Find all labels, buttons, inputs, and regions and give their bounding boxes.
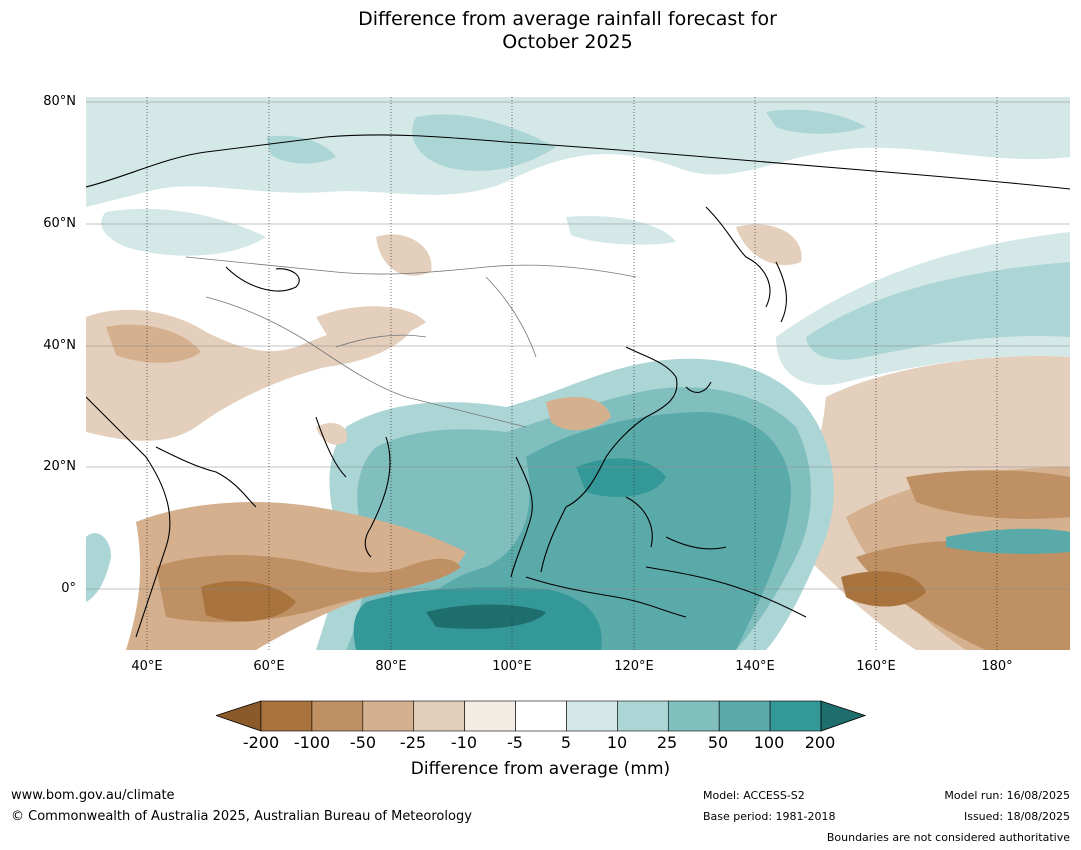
rainfall-map xyxy=(86,97,1070,650)
africa-dry-core xyxy=(201,581,296,622)
colorbar-tick-100: 100 xyxy=(753,733,785,752)
lon-label-40e: 40°E xyxy=(131,659,163,674)
colorbar-tick-50: 50 xyxy=(707,733,729,752)
tibet-dry xyxy=(316,306,426,344)
colorbar-boxes xyxy=(260,700,822,732)
country-borders xyxy=(185,256,637,428)
east-africa-wet xyxy=(86,533,111,602)
colorbar-over-arrow xyxy=(820,700,866,732)
colorbar-box xyxy=(260,700,313,732)
colorbar-box xyxy=(413,700,465,732)
lon-label-180: 180° xyxy=(981,659,1013,674)
central-asia-dry xyxy=(376,234,432,276)
colorbar-tick-m5: -5 xyxy=(507,733,523,752)
boundaries-disclaimer: Boundaries are not considered authoritat… xyxy=(826,831,1070,844)
lat-label-40n: 40°N xyxy=(43,338,76,353)
map-svg xyxy=(86,97,1070,650)
central-asia-wet-patch xyxy=(566,216,676,245)
east-siberia-dry-patch xyxy=(736,224,802,266)
title-line-2: October 2025 xyxy=(502,31,633,53)
middle-east-dry-core xyxy=(106,324,201,363)
title-line-1: Difference from average rainfall forecas… xyxy=(358,8,777,30)
coastlines xyxy=(86,134,1070,638)
lat-label-60n: 60°N xyxy=(43,216,76,231)
lon-label-140e: 140°E xyxy=(735,659,775,674)
model-run-text: Model run: 16/08/2025 xyxy=(944,789,1070,802)
copyright-text: © Commonwealth of Australia 2025, Austra… xyxy=(11,809,472,824)
model-text: Model: ACCESS-S2 xyxy=(703,789,805,802)
siberia-wet-patch xyxy=(101,208,267,256)
lon-label-80e: 80°E xyxy=(375,659,407,674)
colorbar-tick-m10: -10 xyxy=(450,733,478,752)
colorbar-tick-5: 5 xyxy=(560,733,572,752)
colorbar-box xyxy=(464,700,516,732)
colorbar-tick-10: 10 xyxy=(606,733,628,752)
pacific-dry-inner xyxy=(856,540,1070,650)
lon-label-120e: 120°E xyxy=(614,659,654,674)
colorbar-box xyxy=(515,700,567,732)
colorbar-under-arrow xyxy=(216,700,262,732)
base-period-text: Base period: 1981-2018 xyxy=(703,810,836,823)
lon-label-160e: 160°E xyxy=(856,659,896,674)
lat-label-80n: 80°N xyxy=(43,94,76,109)
colorbar-box xyxy=(667,700,720,732)
pacific-dry-north xyxy=(906,470,1070,519)
colorbar-tick-m200: -200 xyxy=(242,733,280,752)
arctic-wet-band-2 xyxy=(412,114,556,171)
colorbar-title: Difference from average (mm) xyxy=(410,759,671,779)
arctic-wet-band-4 xyxy=(766,109,866,134)
website-link[interactable]: www.bom.gov.au/climate xyxy=(11,788,175,803)
lon-label-60e: 60°E xyxy=(253,659,285,674)
colorbar-box xyxy=(362,700,415,732)
china-dry xyxy=(546,397,611,431)
map-graticule xyxy=(86,101,1070,590)
lat-label-20n: 20°N xyxy=(43,459,76,474)
issued-text: Issued: 18/08/2025 xyxy=(963,810,1070,823)
map-meridians xyxy=(146,97,998,650)
pacific-wet-streak xyxy=(946,528,1070,554)
colorbar-tick-200: 200 xyxy=(804,733,836,752)
colorbar-box xyxy=(566,700,618,732)
colorbar-box xyxy=(311,700,364,732)
lat-label-0: 0° xyxy=(61,581,76,596)
lon-label-100e: 100°E xyxy=(492,659,532,674)
maritime-wet-peak xyxy=(576,458,666,497)
colorbar-tick-m100: -100 xyxy=(293,733,331,752)
north-pacific-wet-2 xyxy=(806,262,1070,360)
colorbar-tick-m25: -25 xyxy=(399,733,427,752)
chart-title: Difference from average rainfall forecas… xyxy=(0,8,1081,54)
colorbar-box xyxy=(718,700,771,732)
colorbar xyxy=(216,700,866,732)
colorbar-box xyxy=(769,700,822,732)
colorbar-tick-m50: -50 xyxy=(349,733,377,752)
indian-ocean-wet-core xyxy=(426,604,546,629)
colorbar-box xyxy=(617,700,669,732)
colorbar-tick-25: 25 xyxy=(656,733,678,752)
